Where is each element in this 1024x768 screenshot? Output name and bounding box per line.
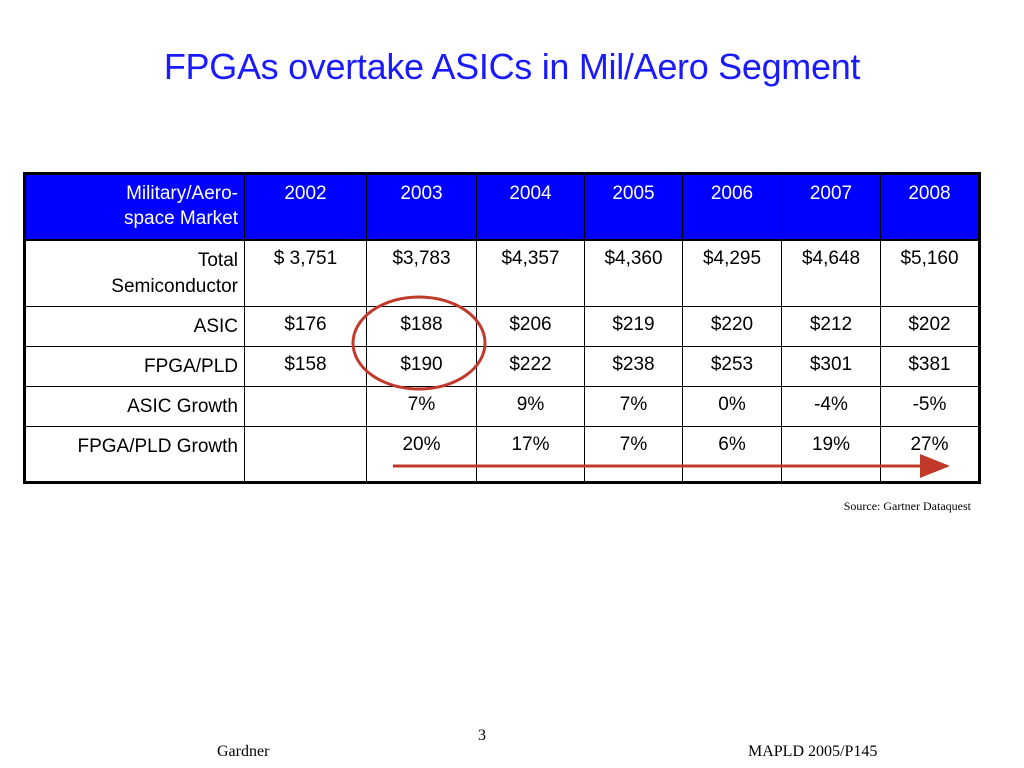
header-row: Military/Aero-space Market 2002 2003 200… <box>24 173 980 241</box>
table-cell <box>244 386 367 427</box>
corner-header-line2: space Market <box>123 208 238 229</box>
row-label: Total Semiconductor <box>24 239 245 307</box>
table-cell <box>244 426 367 483</box>
table-cell: $238 <box>584 346 683 387</box>
row-label: FPGA/PLD Growth <box>24 426 245 483</box>
year-header-2007: 2007 <box>781 173 881 241</box>
table-cell: 0% <box>682 386 782 427</box>
row-label: FPGA/PLD <box>24 346 245 387</box>
year-header-2002: 2002 <box>244 173 367 241</box>
row-label-line2: Semiconductor <box>111 275 238 297</box>
year-header-2004: 2004 <box>476 173 585 241</box>
footer-author: Gardner <box>217 743 270 760</box>
table-cell: $4,295 <box>682 239 782 307</box>
page-number: 3 <box>478 727 486 744</box>
table-row-fpga-pld: FPGA/PLD $158 $190 $222 $238 $253 $301 $… <box>24 346 980 387</box>
year-header-2006: 2006 <box>682 173 782 241</box>
corner-header-line1: Military/Aero- <box>126 183 238 204</box>
table-cell: $206 <box>476 306 585 347</box>
year-header-2005: 2005 <box>584 173 683 241</box>
table-cell: $190 <box>366 346 477 387</box>
table-cell: -4% <box>781 386 881 427</box>
highlight-circle <box>351 295 487 391</box>
corner-header: Military/Aero-space Market <box>24 173 245 241</box>
table-cell: $301 <box>781 346 881 387</box>
table-cell: $4,357 <box>476 239 585 307</box>
table-cell: -5% <box>880 386 980 427</box>
table-cell: $202 <box>880 306 980 347</box>
table-row-asic: ASIC $176 $188 $206 $219 $220 $212 $202 <box>24 306 980 347</box>
year-header-2008: 2008 <box>880 173 980 241</box>
table-cell: 7% <box>366 386 477 427</box>
table-cell: 17% <box>476 426 585 483</box>
table-cell: $ 3,751 <box>244 239 367 307</box>
table-cell: $158 <box>244 346 367 387</box>
source-note: Source: Gartner Dataquest <box>843 499 971 513</box>
table-cell: 6% <box>682 426 782 483</box>
market-table: Military/Aero-space Market 2002 2003 200… <box>23 172 981 484</box>
footer-event: MAPLD 2005/P145 <box>748 743 878 760</box>
table-cell: 7% <box>584 426 683 483</box>
table-cell: $381 <box>880 346 980 387</box>
year-header-2003: 2003 <box>366 173 477 241</box>
row-label-line1: Total <box>197 249 238 271</box>
row-label: ASIC <box>24 306 245 347</box>
table-cell: $4,648 <box>781 239 881 307</box>
table-cell: $222 <box>476 346 585 387</box>
slide-title: FPGAs overtake ASICs in Mil/Aero Segment <box>163 46 861 87</box>
table-cell: $253 <box>682 346 782 387</box>
